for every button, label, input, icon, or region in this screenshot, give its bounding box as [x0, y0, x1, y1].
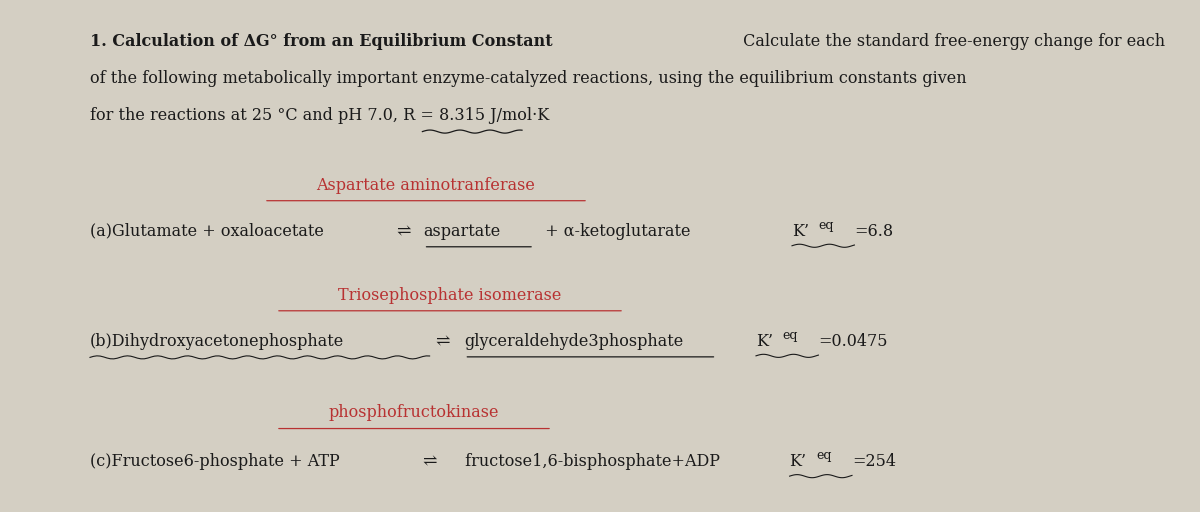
Text: phosphofructokinase: phosphofructokinase: [329, 404, 499, 421]
Text: aspartate: aspartate: [424, 223, 500, 240]
Text: (a)Glutamate + oxaloacetate: (a)Glutamate + oxaloacetate: [90, 223, 324, 240]
Text: fructose1,6-bisphosphate+ADP: fructose1,6-bisphosphate+ADP: [460, 453, 720, 470]
Text: Aspartate aminotranferase: Aspartate aminotranferase: [317, 177, 535, 194]
Text: for the reactions at 25 °C and pH 7.0, R = 8.315 J/mol·K: for the reactions at 25 °C and pH 7.0, R…: [90, 107, 550, 124]
Text: ⇌: ⇌: [422, 453, 437, 470]
Text: K’: K’: [790, 453, 806, 470]
Text: =6.8: =6.8: [854, 223, 894, 240]
Text: eq: eq: [818, 219, 834, 231]
Text: (c)Fructose6-phosphate + ATP: (c)Fructose6-phosphate + ATP: [90, 453, 340, 470]
Text: eq: eq: [782, 329, 798, 342]
Text: =0.0475: =0.0475: [818, 333, 888, 350]
Text: 1. Calculation of ΔG° from an Equilibrium Constant: 1. Calculation of ΔG° from an Equilibriu…: [90, 33, 553, 50]
Text: K’: K’: [756, 333, 773, 350]
Text: of the following metabolically important enzyme-catalyzed reactions, using the e: of the following metabolically important…: [90, 70, 967, 87]
Text: ⇌: ⇌: [396, 223, 410, 240]
Text: eq: eq: [816, 449, 832, 462]
Text: + α-ketoglutarate: + α-ketoglutarate: [540, 223, 690, 240]
Text: =254: =254: [852, 453, 896, 470]
Text: Calculate the standard free-energy change for each: Calculate the standard free-energy chang…: [738, 33, 1165, 50]
Text: ⇌: ⇌: [436, 333, 450, 350]
Text: glyceraldehyde3phosphate: glyceraldehyde3phosphate: [464, 333, 684, 350]
Text: (b)Dihydroxyacetonephosphate: (b)Dihydroxyacetonephosphate: [90, 333, 344, 350]
Text: Triosephosphate isomerase: Triosephosphate isomerase: [338, 287, 562, 304]
Text: K’: K’: [792, 223, 809, 240]
